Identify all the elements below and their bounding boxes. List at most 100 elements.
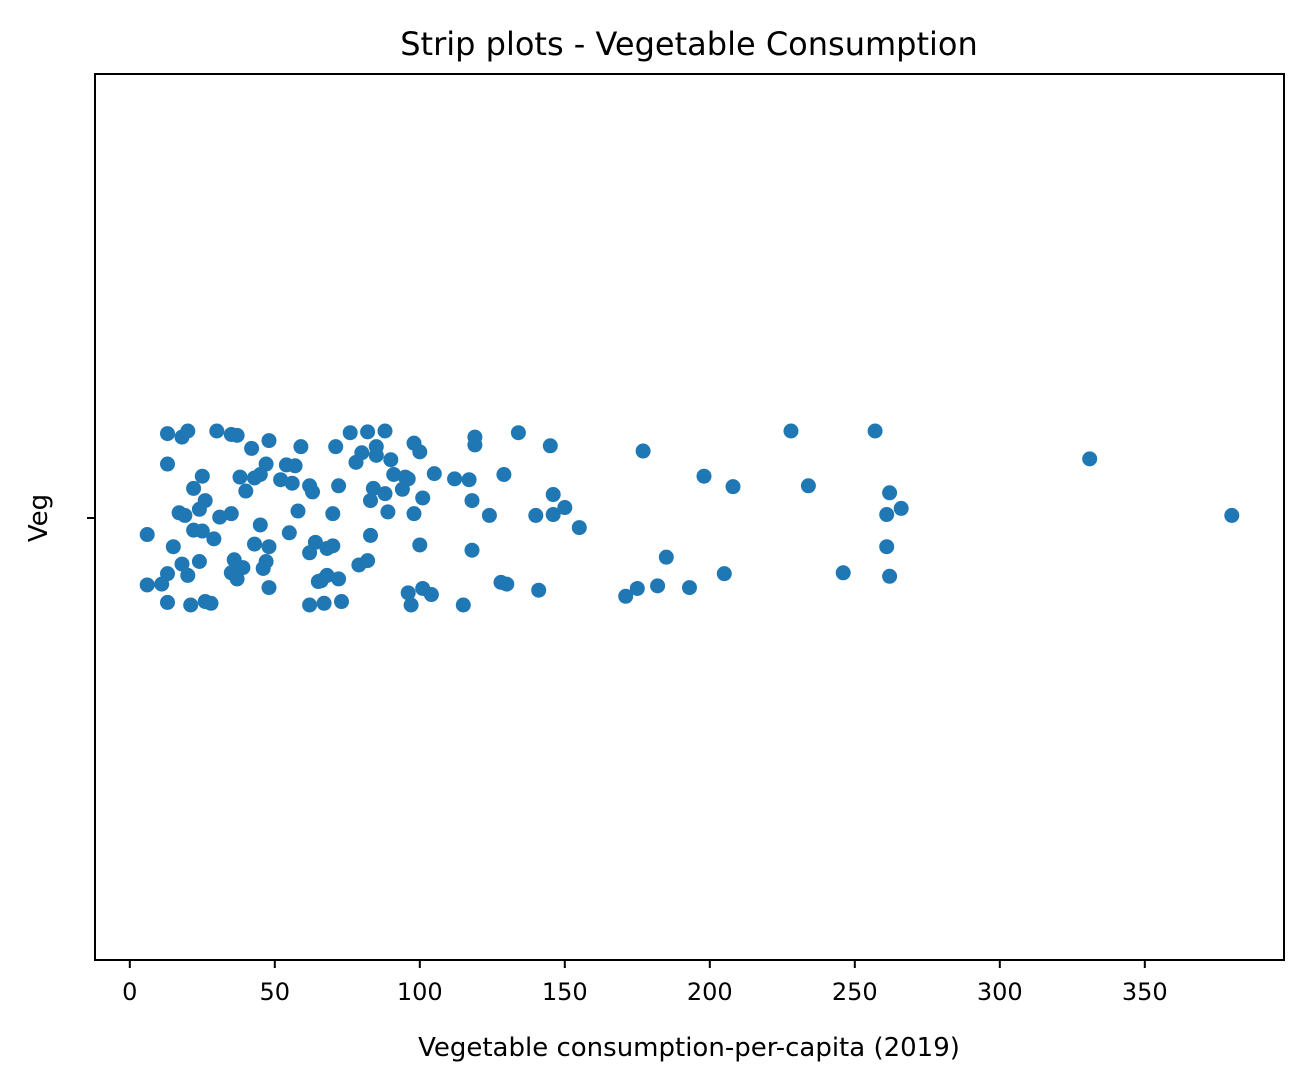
- data-point: [235, 560, 251, 576]
- y-axis-tick: Veg: [24, 494, 95, 542]
- data-point: [139, 577, 155, 593]
- data-point: [879, 539, 895, 555]
- data-point: [180, 567, 196, 583]
- data-point: [800, 478, 816, 494]
- data-point: [415, 490, 431, 506]
- data-point: [377, 486, 393, 502]
- x-tick-label: 200: [687, 978, 733, 1006]
- data-point: [252, 517, 268, 533]
- data-point: [206, 531, 222, 547]
- data-point: [380, 504, 396, 520]
- data-point: [261, 580, 277, 596]
- data-point: [334, 594, 349, 610]
- data-point: [273, 472, 289, 488]
- data-point: [650, 578, 666, 594]
- data-point: [464, 542, 480, 558]
- chart-title: Strip plots - Vegetable Consumption: [400, 25, 978, 63]
- data-point: [528, 507, 544, 523]
- data-point: [325, 538, 341, 554]
- data-point: [455, 597, 471, 613]
- data-point: [290, 503, 306, 519]
- data-point: [557, 500, 573, 516]
- data-point: [203, 595, 219, 611]
- data-point: [281, 525, 297, 541]
- x-tick-label: 250: [832, 978, 878, 1006]
- data-point: [255, 560, 271, 576]
- data-point: [618, 588, 634, 604]
- x-axis-ticks: 0 50 100 150 200 250 300 350: [122, 960, 1168, 1006]
- data-point: [725, 479, 741, 495]
- data-point: [510, 425, 526, 441]
- data-point: [180, 423, 196, 439]
- data-point: [331, 478, 347, 494]
- data-point: [426, 466, 442, 482]
- data-point: [629, 580, 645, 596]
- y-category-label: Veg: [24, 494, 54, 542]
- data-point: [635, 443, 651, 459]
- plot-area: [94, 73, 1285, 961]
- data-point: [191, 501, 207, 517]
- data-point: [139, 527, 155, 543]
- data-point: [363, 527, 378, 543]
- data-point: [464, 493, 480, 509]
- data-point: [571, 520, 587, 536]
- data-point: [154, 576, 170, 592]
- data-point: [209, 423, 225, 439]
- data-point: [400, 585, 416, 601]
- data-point: [247, 470, 262, 486]
- data-point: [368, 439, 384, 455]
- data-point: [331, 571, 347, 587]
- data-point: [696, 468, 712, 484]
- data-point: [232, 469, 248, 485]
- data-point: [481, 507, 497, 523]
- data-point: [342, 425, 358, 441]
- data-point: [835, 565, 851, 581]
- data-point: [348, 454, 364, 470]
- data-point: [212, 509, 228, 525]
- data-point: [160, 426, 175, 442]
- data-point: [287, 458, 303, 474]
- x-tick-label: 150: [542, 978, 588, 1006]
- data-point: [394, 481, 410, 497]
- data-point: [247, 536, 262, 552]
- data-point: [293, 439, 309, 455]
- data-point: [447, 471, 463, 487]
- data-point: [545, 507, 561, 523]
- data-point: [496, 467, 512, 482]
- data-point: [867, 423, 883, 439]
- data-point: [305, 484, 320, 500]
- data-point: [160, 456, 175, 472]
- data-point: [423, 587, 439, 603]
- data-point: [186, 480, 202, 496]
- data-point: [244, 440, 260, 456]
- data-point: [360, 424, 376, 440]
- data-point: [406, 506, 422, 522]
- data-point: [160, 594, 175, 610]
- data-point: [893, 500, 909, 516]
- data-point: [658, 549, 674, 565]
- data-point: [194, 468, 210, 484]
- data-point: [229, 571, 245, 587]
- x-tick-label: 100: [397, 978, 443, 1006]
- data-point: [284, 475, 300, 491]
- data-point: [467, 437, 483, 453]
- data-point: [183, 597, 199, 613]
- data-point: [386, 467, 402, 482]
- data-point: [310, 574, 326, 590]
- data-point: [412, 537, 428, 553]
- data-point: [223, 506, 239, 522]
- data-point: [499, 576, 515, 592]
- data-point: [542, 438, 558, 454]
- data-points: [139, 423, 1240, 613]
- x-tick-label: 350: [1122, 978, 1168, 1006]
- data-point: [531, 582, 547, 598]
- data-point: [191, 554, 207, 569]
- data-point: [882, 485, 898, 501]
- data-point: [1224, 507, 1240, 523]
- data-point: [261, 433, 277, 449]
- data-point: [360, 553, 376, 569]
- data-point: [461, 472, 477, 488]
- data-point: [238, 483, 254, 499]
- data-point: [325, 506, 341, 522]
